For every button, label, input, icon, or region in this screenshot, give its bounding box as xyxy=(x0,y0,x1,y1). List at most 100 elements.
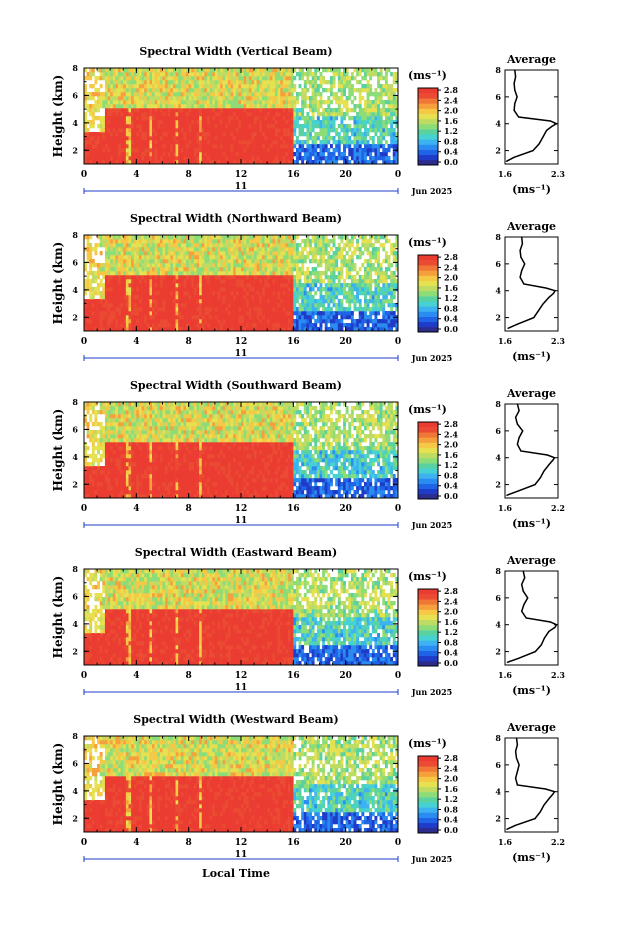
heatmap-cell xyxy=(246,104,250,109)
heatmap-cell xyxy=(246,96,250,101)
heatmap-cell xyxy=(102,152,106,157)
heatmap-cell xyxy=(120,319,124,324)
heatmap-cell xyxy=(243,140,247,145)
heatmap-cell xyxy=(282,144,286,149)
average-profile-point xyxy=(551,125,553,127)
average-x-tick-label: 1.6 xyxy=(498,169,512,179)
heatmap-cell xyxy=(183,84,187,89)
heatmap-cell xyxy=(154,68,158,73)
heatmap-cell xyxy=(306,152,310,157)
heatmap-cell xyxy=(303,80,307,85)
heatmap-cell xyxy=(180,327,184,332)
heatmap-cell xyxy=(267,279,271,284)
heatmap-cell xyxy=(290,72,294,77)
heatmap-cell xyxy=(332,291,336,296)
heatmap-cell xyxy=(175,80,179,85)
heatmap-cell xyxy=(343,112,346,117)
heatmap-cell xyxy=(316,235,320,240)
heatmap-cell xyxy=(120,291,124,296)
heatmap-cell xyxy=(125,112,129,117)
heatmap-cell xyxy=(233,295,237,300)
heatmap-cell xyxy=(89,283,93,288)
heatmap-cell xyxy=(288,283,292,288)
heatmap-cell xyxy=(233,120,237,125)
heatmap-cell xyxy=(285,144,289,149)
heatmap-cell xyxy=(186,136,189,141)
heatmap-cell xyxy=(238,271,242,276)
heatmap-cell xyxy=(301,144,305,149)
heatmap-cell xyxy=(110,100,114,105)
heatmap-cell xyxy=(183,315,187,320)
heatmap-cell xyxy=(337,84,341,89)
heatmap-cell xyxy=(261,76,265,81)
heatmap-cell xyxy=(104,80,108,85)
heatmap-cell xyxy=(162,263,166,268)
heatmap-cell xyxy=(280,307,284,312)
heatmap-cell xyxy=(144,259,148,264)
heatmap-cell xyxy=(301,140,305,145)
heatmap-cell xyxy=(329,239,333,244)
heatmap-cell xyxy=(141,299,145,304)
heatmap-cell xyxy=(337,96,341,101)
heatmap-cell xyxy=(314,92,318,97)
heatmap-cell xyxy=(141,148,145,153)
heatmap-cell xyxy=(209,243,213,248)
heatmap-cell xyxy=(146,259,150,264)
heatmap-cell xyxy=(91,279,95,284)
heatmap-cell xyxy=(125,76,129,81)
heatmap-cell xyxy=(154,140,158,145)
heatmap-cell xyxy=(293,128,297,133)
heatmap-cell xyxy=(170,108,174,113)
heatmap-cell xyxy=(141,315,145,320)
heatmap-cell xyxy=(235,323,239,328)
heatmap-cell xyxy=(136,247,140,252)
heatmap-cell xyxy=(327,148,331,153)
heatmap-cell xyxy=(133,247,137,252)
heatmap-cell xyxy=(159,148,163,153)
heatmap-cell xyxy=(123,68,127,73)
heatmap-cell xyxy=(267,88,271,93)
heatmap-cell xyxy=(206,92,210,97)
heatmap-cell xyxy=(165,283,169,288)
heatmap-cell xyxy=(227,132,231,137)
heatmap-cell xyxy=(141,72,145,77)
heatmap-cell xyxy=(261,263,265,268)
heatmap-cell xyxy=(314,160,318,165)
heatmap-cell xyxy=(256,263,260,268)
heatmap-cell xyxy=(314,72,318,77)
heatmap-cell xyxy=(246,307,250,312)
heatmap-cell xyxy=(332,323,336,328)
heatmap-cell xyxy=(256,132,260,137)
heatmap-cell xyxy=(301,251,305,256)
heatmap-cell xyxy=(309,303,312,308)
heatmap-cell xyxy=(324,100,328,105)
heatmap-cell xyxy=(280,295,284,300)
heatmap-cell xyxy=(123,291,127,296)
heatmap-cell xyxy=(144,88,148,93)
heatmap-cell xyxy=(120,259,124,264)
heatmap-cell xyxy=(138,84,142,89)
heatmap-cell xyxy=(209,299,213,304)
heatmap-cell xyxy=(369,144,373,149)
heatmap-cell xyxy=(259,299,263,304)
heatmap-cell xyxy=(272,259,276,264)
heatmap-cell xyxy=(146,299,150,304)
heatmap-cell xyxy=(227,255,231,260)
heatmap-cell xyxy=(259,92,263,97)
heatmap-cell xyxy=(178,136,182,141)
heatmap-cell xyxy=(123,92,127,97)
heatmap-cell xyxy=(254,84,257,89)
heatmap-cell xyxy=(107,283,111,288)
heatmap-cell xyxy=(118,104,121,109)
heatmap-cell xyxy=(94,307,98,312)
heatmap-cell xyxy=(199,291,203,296)
heatmap-cell xyxy=(138,323,142,328)
heatmap-cell xyxy=(115,84,119,89)
heatmap-cell xyxy=(248,283,252,288)
heatmap-cell xyxy=(227,323,231,328)
heatmap-cell xyxy=(120,279,124,284)
heatmap-cell xyxy=(220,307,223,312)
heatmap-cell xyxy=(246,116,250,121)
heatmap-cell xyxy=(225,287,229,292)
heatmap-cell xyxy=(319,144,323,149)
